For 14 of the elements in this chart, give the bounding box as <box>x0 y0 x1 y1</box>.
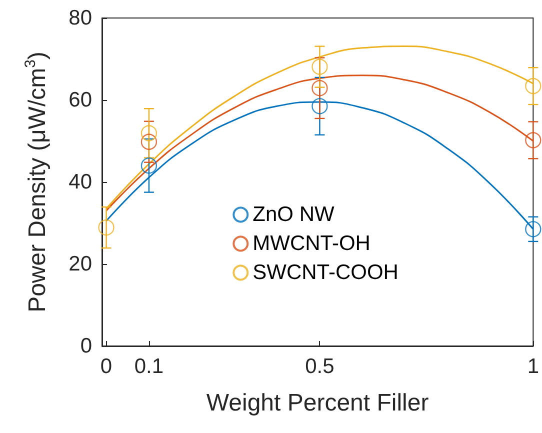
y-tick-label: 0 <box>80 334 92 358</box>
y-tick-label: 60 <box>68 88 92 112</box>
legend-label: SWCNT-COOH <box>252 261 398 284</box>
y-tick-label: 80 <box>68 6 92 30</box>
legend-label: MWCNT-OH <box>252 232 370 256</box>
x-axis-title: Weight Percent Filler <box>206 390 429 416</box>
y-tick-label: 20 <box>68 252 92 276</box>
x-tick-label: 0 <box>100 355 112 378</box>
y-axis-title: Power Density (μW/cm3) <box>22 52 51 312</box>
x-tick-label: 0.5 <box>305 355 334 378</box>
y-tick-label: 40 <box>68 170 92 194</box>
x-tick-label: 0.1 <box>134 355 164 378</box>
x-tick-label: 1 <box>527 355 540 378</box>
legend-label: ZnO NW <box>252 203 334 226</box>
